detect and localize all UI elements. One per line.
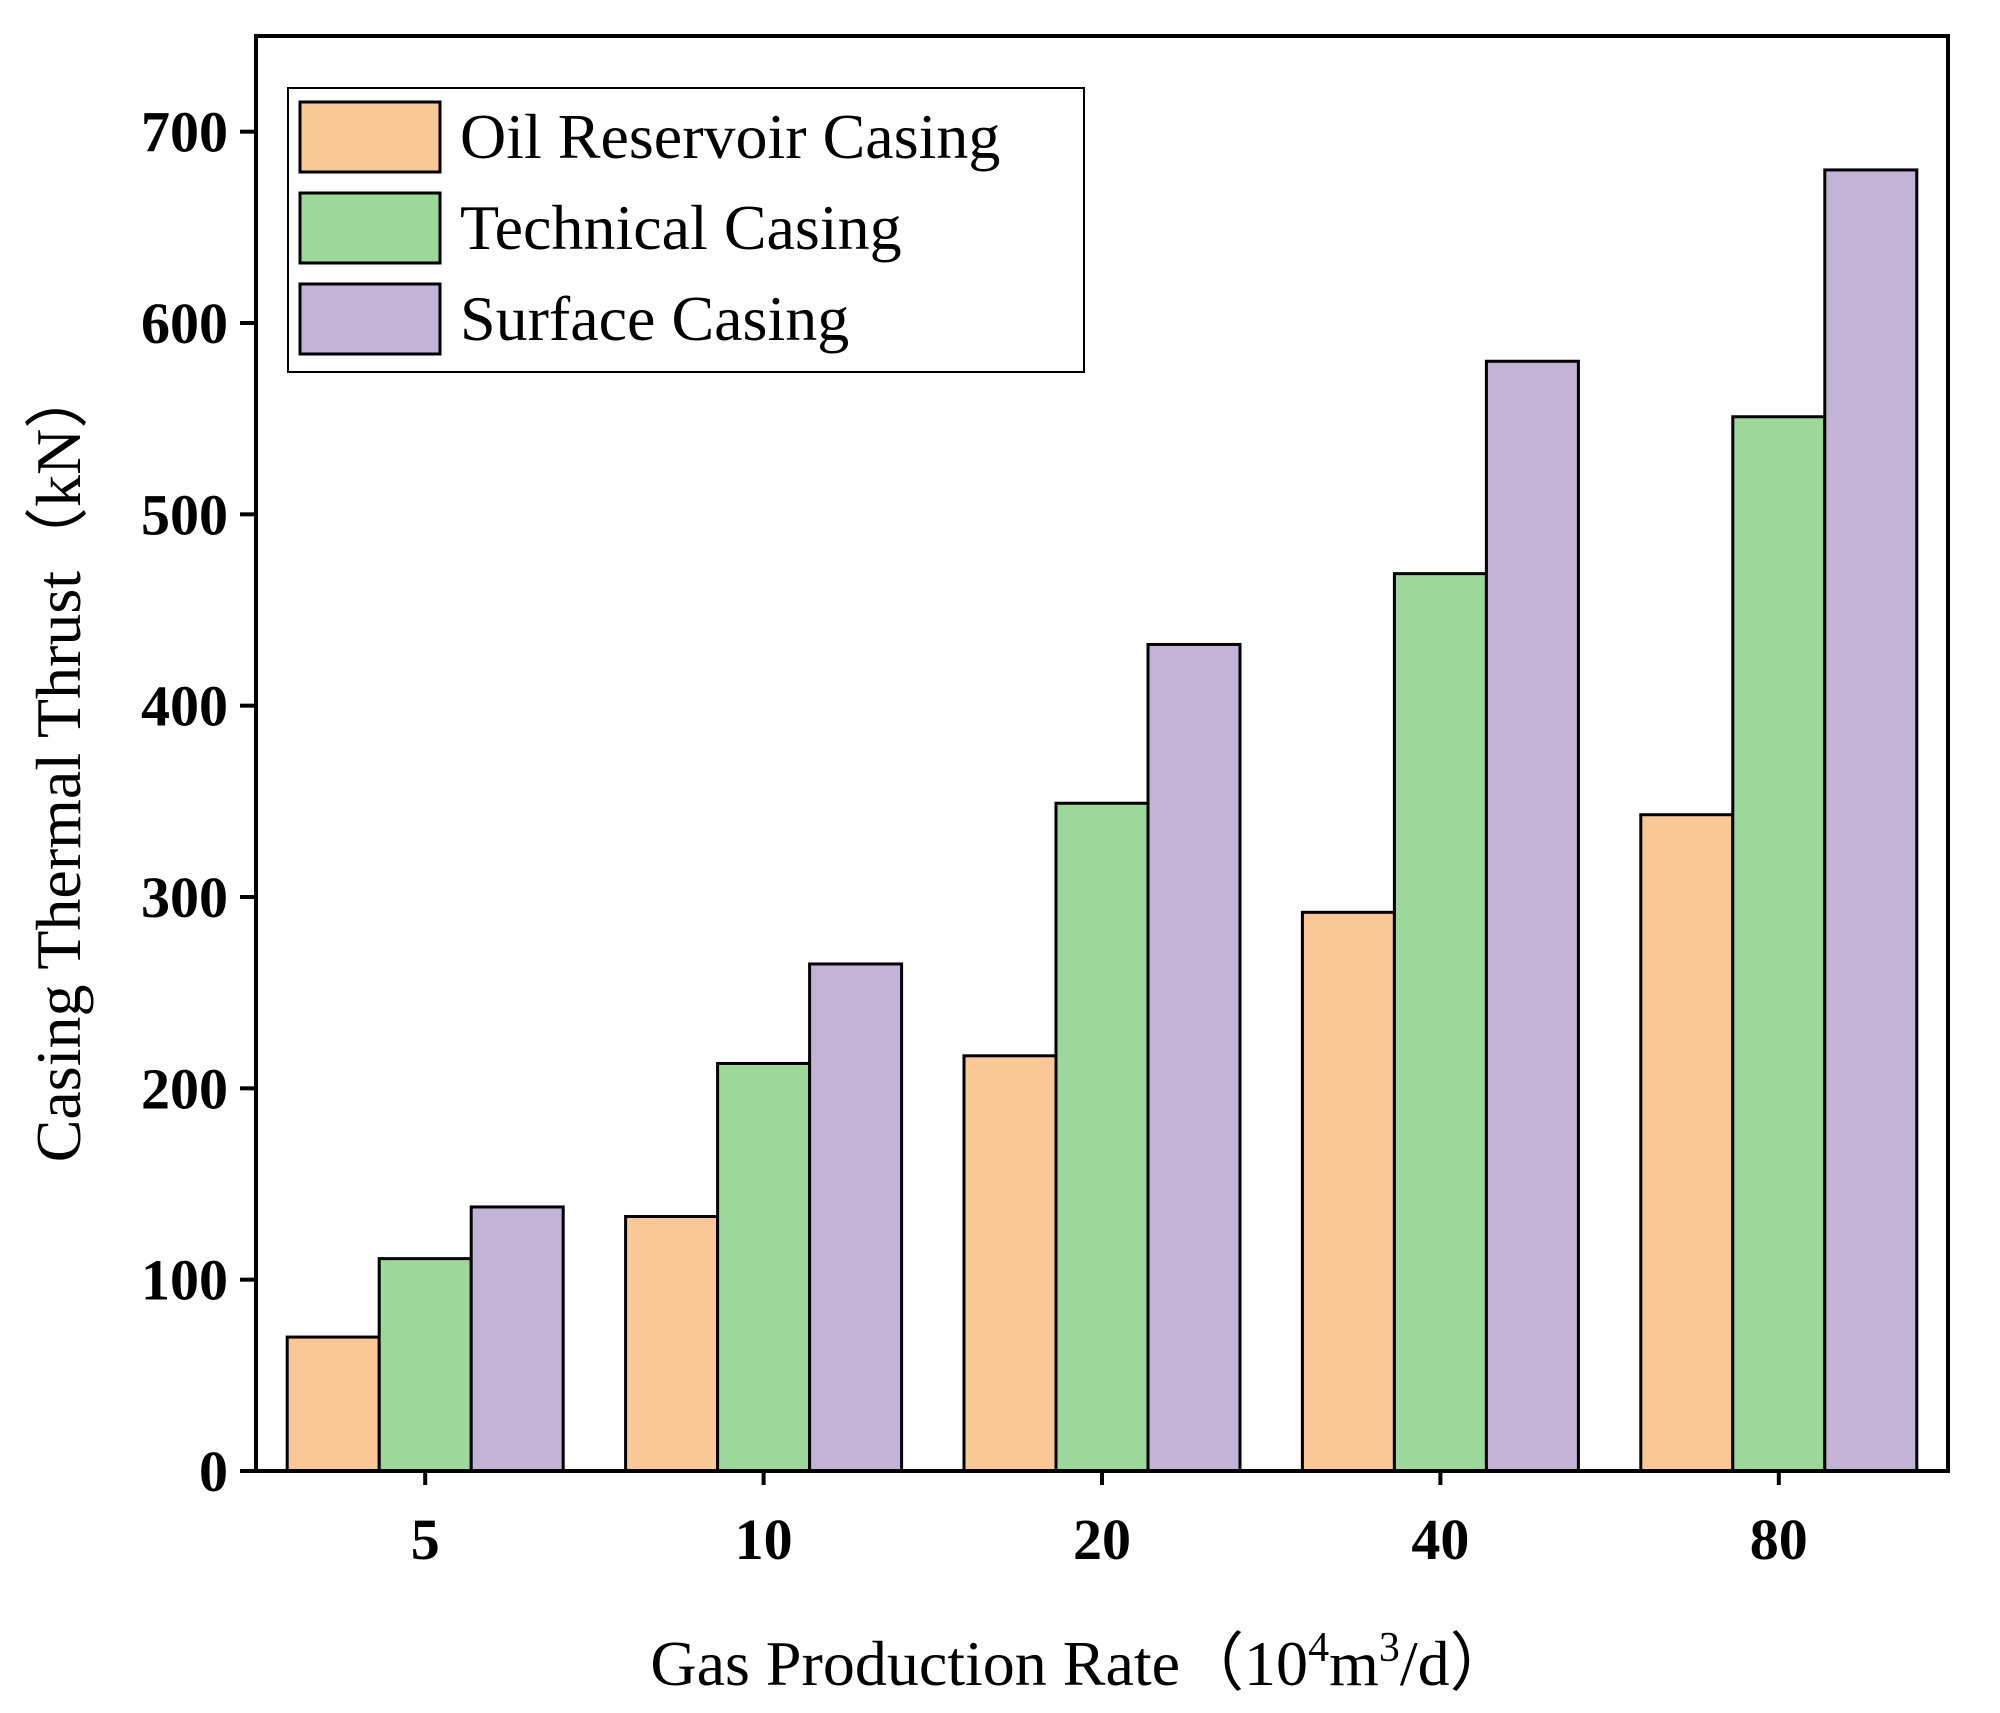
legend-label: Oil Reservoir Casing [460, 101, 1000, 172]
x-axis-title-superscript: 3 [1379, 1625, 1400, 1671]
legend-label: Surface Casing [460, 283, 849, 354]
bar [624, 1215, 720, 1473]
bar [1823, 168, 1919, 1473]
y-axis-title: Casing Thermal Thrust（kN） [23, 365, 94, 1163]
legend: Oil Reservoir Casing Technical Casing Surf… [287, 87, 1085, 373]
y-tick-label: 600 [141, 291, 228, 356]
bar [1639, 813, 1735, 1473]
x-tick-label: 5 [411, 1507, 440, 1572]
legend-swatch [298, 100, 442, 174]
bars-layer [285, 168, 1919, 1473]
y-tick-label: 100 [141, 1248, 228, 1313]
y-axis: 0 100 200 300 400 500 600 700 [141, 100, 256, 1504]
legend-swatch [298, 282, 442, 356]
legend-label: Technical Casing [460, 192, 902, 263]
x-axis: 5 10 20 40 80 [411, 1471, 1808, 1572]
x-tick-label: 80 [1750, 1507, 1808, 1572]
bar [1146, 642, 1242, 1473]
bar [962, 1054, 1058, 1473]
bar [1484, 359, 1580, 1473]
x-tick-label: 10 [735, 1507, 793, 1572]
legend-swatch [298, 191, 442, 265]
y-tick-label: 200 [141, 1056, 228, 1121]
x-axis-title-superscript: 4 [1308, 1625, 1329, 1671]
bar [1054, 801, 1150, 1473]
bar [1300, 910, 1396, 1473]
x-tick-label: 40 [1411, 1507, 1469, 1572]
x-axis-title-part: Gas Production Rate（10 [650, 1628, 1308, 1699]
bar [469, 1205, 565, 1473]
bar [716, 1061, 812, 1473]
y-tick-label: 0 [199, 1439, 228, 1504]
y-tick-label: 700 [141, 100, 228, 165]
y-tick-label: 300 [141, 865, 228, 930]
x-tick-label: 20 [1073, 1507, 1131, 1572]
bar [808, 962, 904, 1473]
y-tick-label: 400 [141, 674, 228, 739]
bar [1392, 572, 1488, 1473]
x-axis-title-part: /d） [1400, 1628, 1514, 1699]
x-axis-title-part: m [1329, 1628, 1379, 1699]
y-tick-label: 500 [141, 482, 228, 547]
bar [1731, 415, 1827, 1473]
bar [285, 1335, 381, 1473]
bar [377, 1257, 473, 1473]
x-axis-title: Gas Production Rate（104m3/d） [650, 1625, 1513, 1699]
